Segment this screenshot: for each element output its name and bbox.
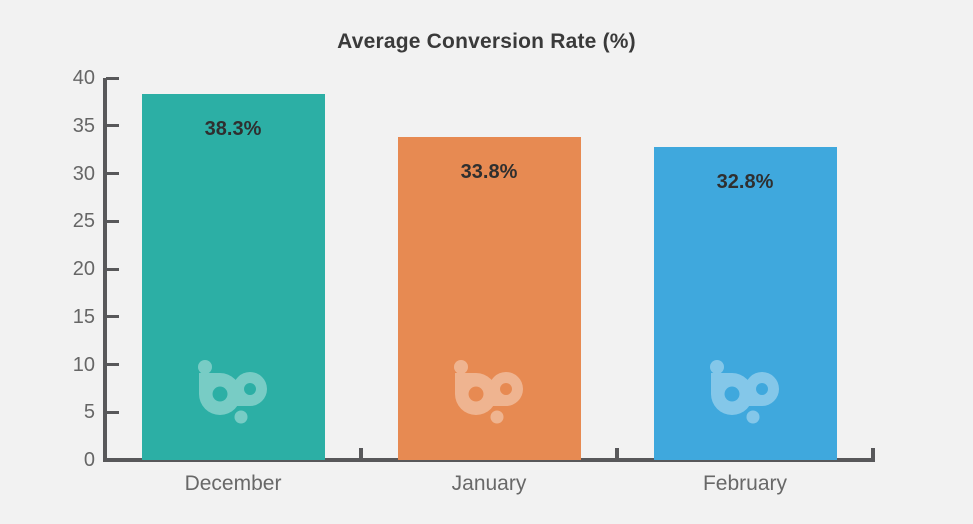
bar-value-label: 33.8% (460, 161, 518, 184)
x-axis-tick (615, 448, 619, 459)
y-axis-tick (106, 76, 119, 80)
y-axis-tick-label: 20 (72, 258, 95, 280)
y-axis-tick-label: 25 (72, 210, 95, 233)
bar-february[interactable]: 32.8% (653, 146, 837, 460)
x-axis-tick (871, 448, 875, 459)
y-axis-tick (106, 315, 119, 319)
y-axis-tick (106, 124, 119, 128)
x-axis-label: January (451, 472, 527, 495)
y-axis-tick-label: 10 (72, 353, 95, 376)
y-axis-tick-label: 40 (72, 67, 95, 89)
y-axis (103, 78, 107, 461)
bar-december[interactable]: 38.3% (141, 94, 325, 460)
y-axis-tick-label: 0 (83, 449, 95, 471)
bar-january[interactable]: 33.8% (397, 137, 581, 460)
y-axis-tick (106, 363, 119, 366)
x-axis-label: February (702, 472, 788, 495)
y-axis-tick (106, 219, 119, 223)
x-axis-tick (359, 448, 363, 459)
x-axis (103, 458, 875, 462)
bar-value-label: 38.3% (204, 118, 262, 141)
y-axis-tick (106, 410, 119, 414)
bp-logo-icon (198, 359, 267, 424)
y-axis-tick-label: 5 (83, 401, 95, 424)
y-axis-tick (106, 172, 119, 175)
y-axis-tick-label: 35 (72, 114, 95, 137)
bar-value-label: 32.8% (716, 170, 774, 193)
y-axis-tick-label: 15 (72, 305, 95, 328)
y-axis-tick (106, 267, 119, 271)
bp-logo-icon (454, 359, 523, 424)
x-axis-label: December (184, 472, 282, 495)
y-axis-tick-label: 30 (72, 162, 95, 185)
bp-logo-icon (710, 359, 779, 424)
chart-title: Average Conversion Rate (%) (337, 30, 636, 53)
